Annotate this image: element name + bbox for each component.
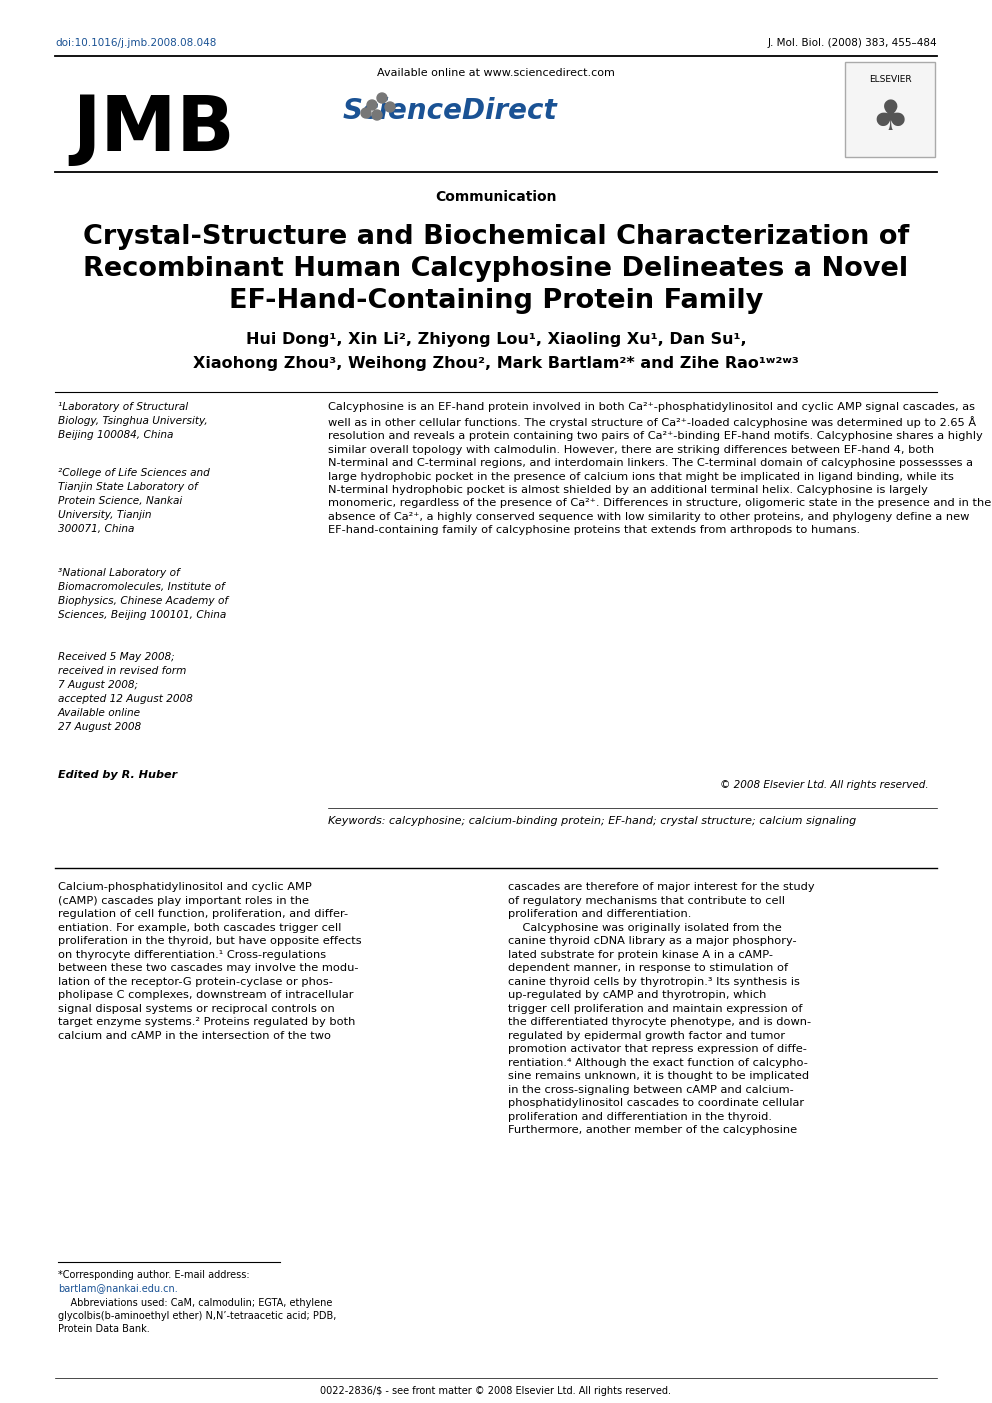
Text: ScienceDirect: ScienceDirect xyxy=(342,97,558,125)
Circle shape xyxy=(385,102,395,112)
Text: bartlam@nankai.edu.cn.: bartlam@nankai.edu.cn. xyxy=(58,1282,178,1294)
FancyBboxPatch shape xyxy=(845,62,935,157)
Text: EF-Hand-Containing Protein Family: EF-Hand-Containing Protein Family xyxy=(229,288,763,314)
Text: Keywords: calcyphosine; calcium-binding protein; EF-hand; crystal structure; cal: Keywords: calcyphosine; calcium-binding … xyxy=(328,817,856,826)
Text: Calcium-phosphatidylinositol and cyclic AMP
(cAMP) cascades play important roles: Calcium-phosphatidylinositol and cyclic … xyxy=(58,882,362,1041)
Text: Recombinant Human Calcyphosine Delineates a Novel: Recombinant Human Calcyphosine Delineate… xyxy=(83,255,909,282)
Text: Available online at www.sciencedirect.com: Available online at www.sciencedirect.co… xyxy=(377,67,615,79)
Text: Hui Dong¹, Xin Li², Zhiyong Lou¹, Xiaoling Xu¹, Dan Su¹,: Hui Dong¹, Xin Li², Zhiyong Lou¹, Xiaoli… xyxy=(246,333,746,347)
Circle shape xyxy=(372,109,382,121)
Text: © 2008 Elsevier Ltd. All rights reserved.: © 2008 Elsevier Ltd. All rights reserved… xyxy=(720,780,929,790)
Text: J. Mol. Biol. (2008) 383, 455–484: J. Mol. Biol. (2008) 383, 455–484 xyxy=(768,38,937,48)
Text: cascades are therefore of major interest for the study
of regulatory mechanisms : cascades are therefore of major interest… xyxy=(508,882,814,1135)
Text: ³National Laboratory of
Biomacromolecules, Institute of
Biophysics, Chinese Acad: ³National Laboratory of Biomacromolecule… xyxy=(58,568,228,620)
Text: ²College of Life Sciences and
Tianjin State Laboratory of
Protein Science, Nanka: ²College of Life Sciences and Tianjin St… xyxy=(58,469,209,535)
Text: Edited by R. Huber: Edited by R. Huber xyxy=(58,770,178,780)
Circle shape xyxy=(367,100,377,109)
Text: JMB: JMB xyxy=(72,93,235,167)
Text: ♣: ♣ xyxy=(871,97,909,139)
Text: 0022-2836/$ - see front matter © 2008 Elsevier Ltd. All rights reserved.: 0022-2836/$ - see front matter © 2008 El… xyxy=(320,1386,672,1396)
Text: ¹Laboratory of Structural
Biology, Tsinghua University,
Beijing 100084, China: ¹Laboratory of Structural Biology, Tsing… xyxy=(58,403,207,441)
Text: Crystal-Structure and Biochemical Characterization of: Crystal-Structure and Biochemical Charac… xyxy=(83,224,909,250)
Text: Abbreviations used: CaM, calmodulin; EGTA, ethylene
glycolbis(b-aminoethyl ether: Abbreviations used: CaM, calmodulin; EGT… xyxy=(58,1298,336,1334)
Text: Received 5 May 2008;
received in revised form
7 August 2008;
accepted 12 August : Received 5 May 2008; received in revised… xyxy=(58,652,192,732)
Text: Calcyphosine is an EF-hand protein involved in both Ca²⁺-phosphatidylinositol an: Calcyphosine is an EF-hand protein invol… xyxy=(328,403,991,535)
Text: Communication: Communication xyxy=(435,189,557,203)
Text: *Corresponding author. E-mail address:: *Corresponding author. E-mail address: xyxy=(58,1270,250,1280)
Text: Xiaohong Zhou³, Weihong Zhou², Mark Bartlam²* and Zihe Rao¹ʷ²ʷ³: Xiaohong Zhou³, Weihong Zhou², Mark Bart… xyxy=(193,356,799,370)
Text: doi:10.1016/j.jmb.2008.08.048: doi:10.1016/j.jmb.2008.08.048 xyxy=(55,38,216,48)
Text: ELSEVIER: ELSEVIER xyxy=(869,74,912,84)
Circle shape xyxy=(361,108,371,118)
Circle shape xyxy=(377,93,387,102)
